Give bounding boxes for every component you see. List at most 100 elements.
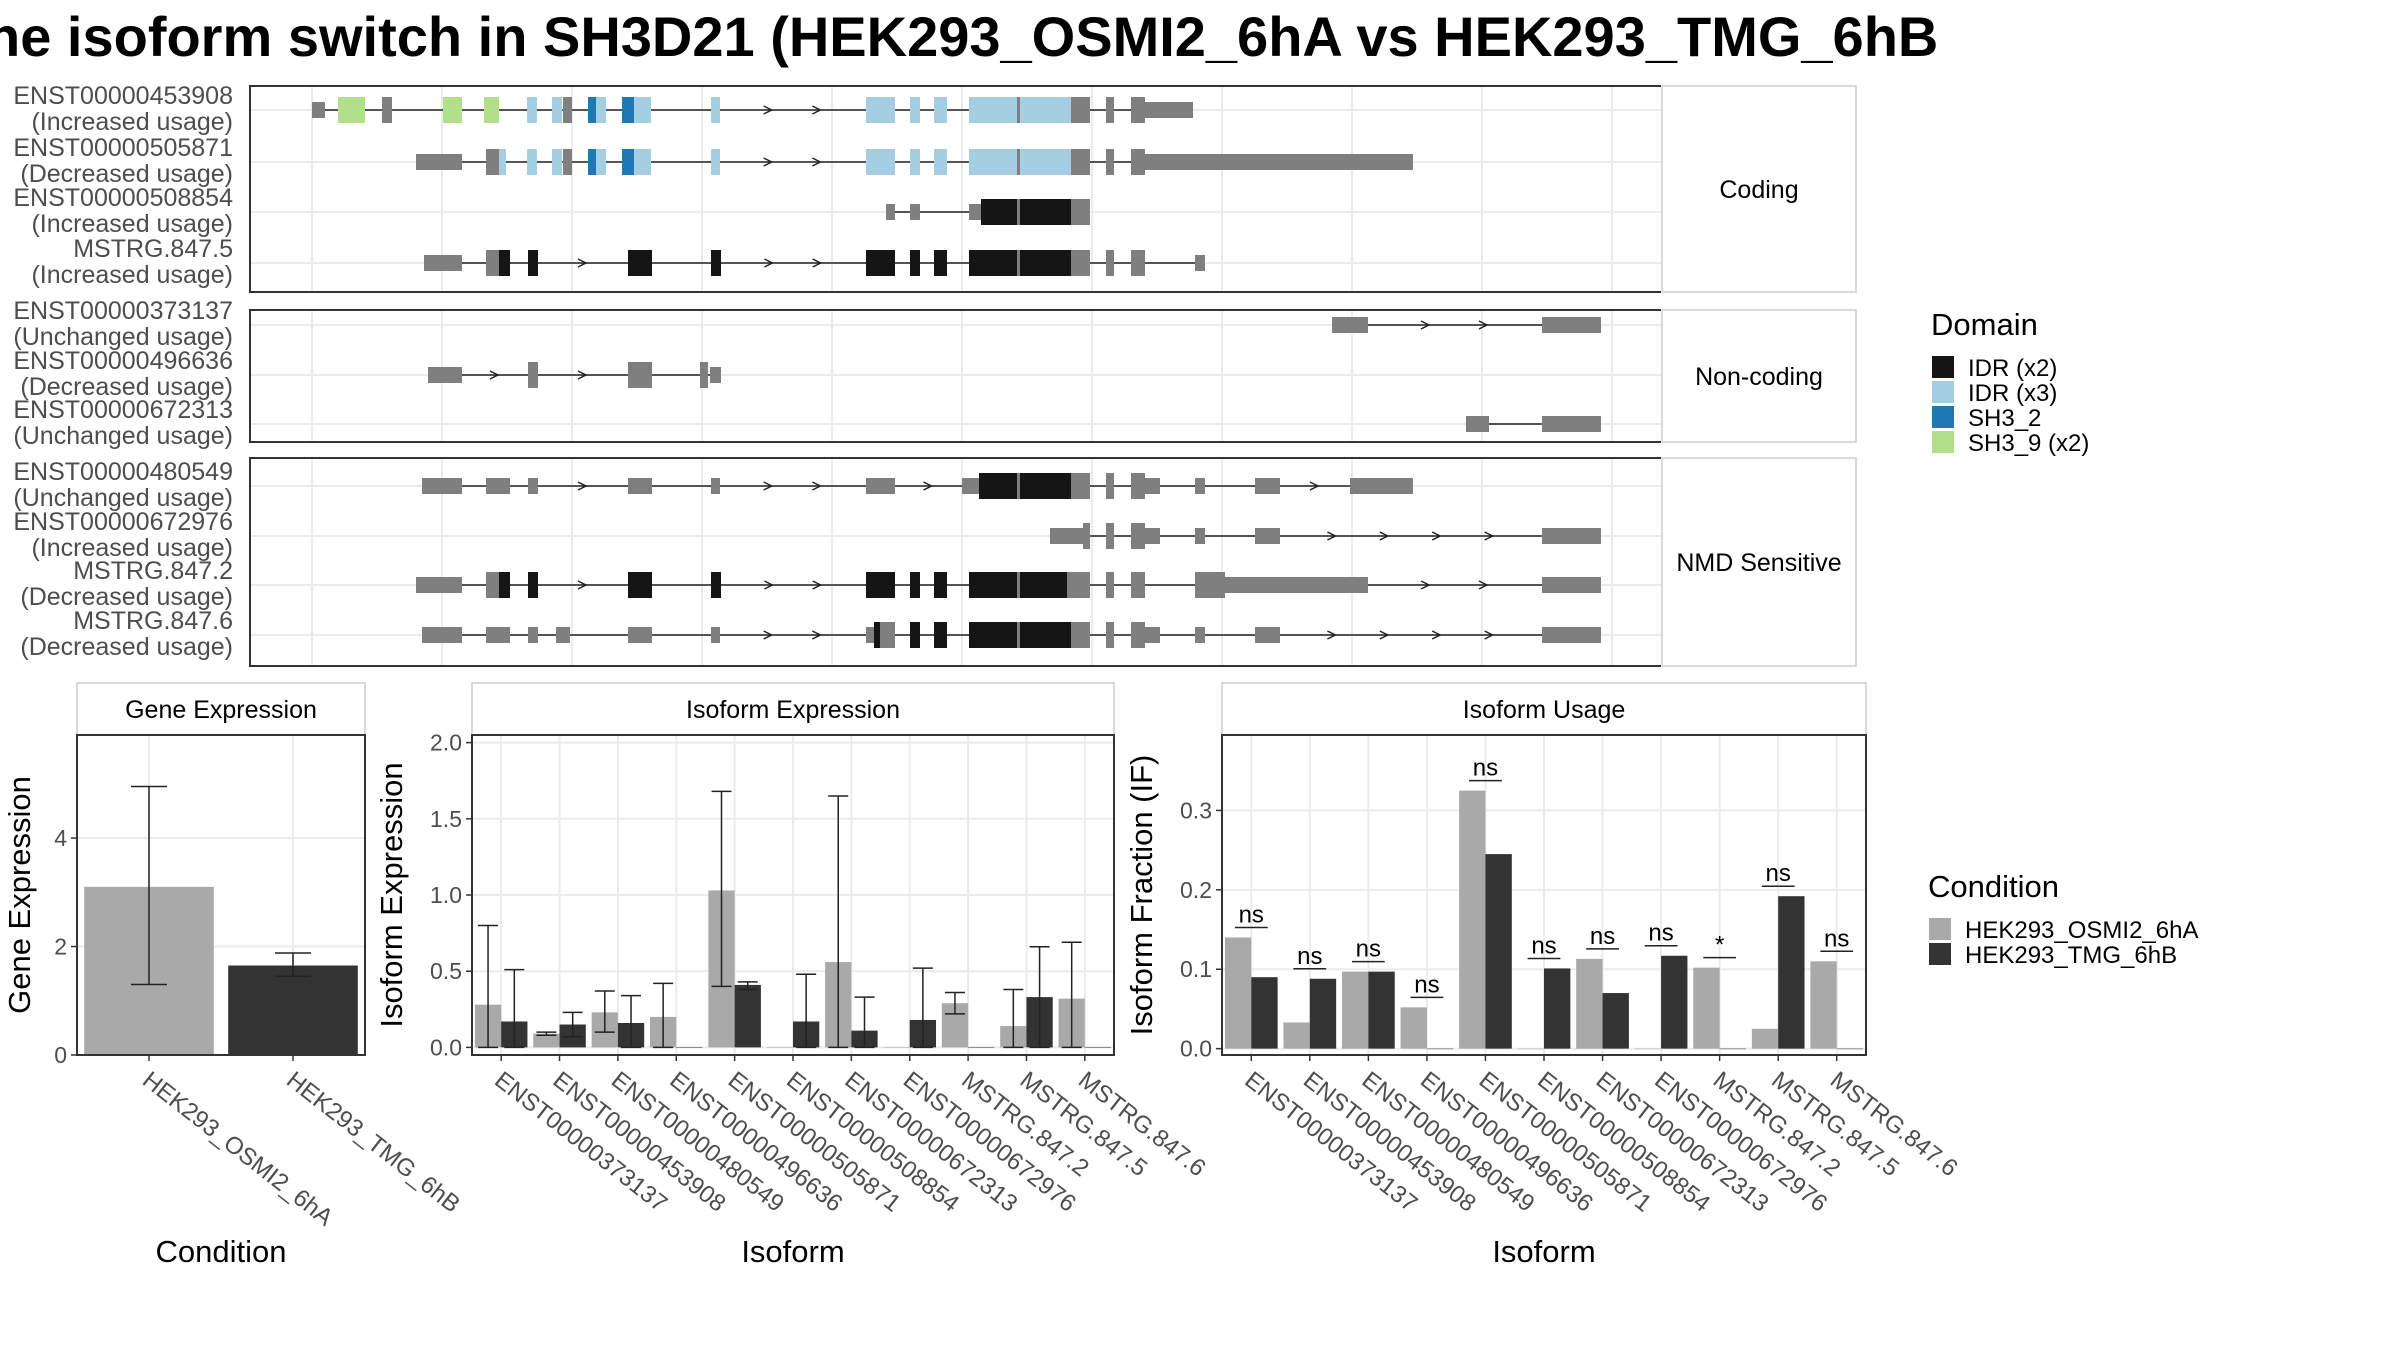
- exon-cds: [910, 622, 920, 648]
- y-tick-label: 0.3: [1180, 797, 1212, 823]
- bar: [1836, 1048, 1864, 1050]
- intron-arrow: [763, 580, 775, 590]
- transcript-id: ENST00000672313: [13, 396, 233, 424]
- exon-cds: [1017, 97, 1020, 123]
- condition-legend-label: HEK293_TMG_6hB: [1965, 942, 2177, 969]
- transcript-status: (Unchanged usage): [13, 422, 233, 450]
- exon-utr: [1542, 577, 1601, 593]
- intron-arrow: [1420, 320, 1431, 330]
- exon-utr: [1350, 478, 1413, 494]
- exon-cds: [563, 149, 572, 175]
- exon-utr: [1145, 154, 1413, 170]
- y-tick-label: 0.0: [430, 1034, 462, 1060]
- exon-cds: [552, 149, 562, 175]
- exon-utr: [1466, 416, 1489, 432]
- y-tick-label: 2.0: [430, 730, 462, 756]
- exon-utr: [556, 627, 570, 643]
- exon-cds: [528, 572, 538, 598]
- exon-utr: [1225, 577, 1368, 593]
- exon-utr: [1542, 627, 1601, 643]
- intron-arrow: [1327, 531, 1338, 541]
- exon-cds: [1017, 199, 1020, 225]
- significance-label: ns: [1356, 936, 1381, 963]
- bar: [1224, 937, 1252, 1049]
- exon-utr: [1332, 317, 1368, 333]
- domain-legend-key: [1932, 381, 1954, 403]
- intron-arrow: [763, 105, 774, 115]
- bar: [1778, 896, 1805, 1049]
- exon-utr: [1542, 416, 1601, 432]
- exon-cds: [910, 97, 920, 123]
- bar: [676, 1047, 703, 1048]
- exon-cds: [1071, 473, 1090, 499]
- bar: [1602, 993, 1629, 1049]
- bar: [1459, 790, 1486, 1049]
- exon-cds: [628, 250, 652, 276]
- y-axis-title: Isoform Fraction (IF): [1124, 755, 1159, 1036]
- panel-title: Isoform Usage: [1463, 696, 1626, 724]
- bar: [968, 1047, 995, 1048]
- exon-cds: [1131, 622, 1145, 648]
- exon-utr: [486, 478, 510, 494]
- exon-utr: [1145, 102, 1193, 118]
- exon-cds: [1017, 473, 1020, 499]
- panel-title: Gene Expression: [125, 696, 317, 724]
- y-tick-label: 1.5: [430, 806, 462, 832]
- condition-legend-title: Condition: [1928, 869, 2059, 904]
- significance-label: ns: [1531, 932, 1556, 959]
- exon-cds: [934, 97, 947, 123]
- bar: [1084, 1047, 1112, 1048]
- exon-cds: [934, 622, 947, 648]
- facet-strip: [1661, 85, 1857, 293]
- transcript-id: ENST00000453908: [13, 82, 233, 110]
- exon-utr: [628, 627, 652, 643]
- transcript-id: ENST00000505871: [13, 134, 233, 162]
- bar: [1485, 854, 1512, 1049]
- bar: [1309, 978, 1337, 1049]
- significance-label: ns: [1766, 860, 1791, 887]
- exon-cds: [934, 572, 947, 598]
- bar: [883, 1047, 910, 1048]
- intron-arrow: [811, 481, 823, 491]
- exon-cds: [700, 362, 708, 388]
- exon-cds: [1020, 622, 1071, 648]
- y-axis-title: Gene Expression: [2, 776, 37, 1014]
- exon-cds: [1020, 572, 1067, 598]
- intron-arrow: [577, 370, 588, 380]
- y-tick-label: 0.5: [430, 958, 462, 984]
- exon-cds: [1106, 149, 1114, 175]
- exon-cds: [910, 250, 920, 276]
- intron-arrow: [1478, 580, 1489, 590]
- exon-utr: [969, 204, 981, 220]
- bar: [1719, 1048, 1746, 1050]
- exon-cds: [486, 149, 499, 175]
- panel-title-strip: [76, 682, 366, 736]
- exon-cds: [596, 97, 606, 123]
- exon-cds: [934, 250, 947, 276]
- x-axis-title: Isoform: [1492, 1234, 1595, 1269]
- exon-cds: [528, 250, 538, 276]
- exon-cds: [1071, 622, 1090, 648]
- intron-arrow: [1478, 320, 1489, 330]
- exon-cds: [1083, 523, 1090, 549]
- domain-legend-title: Domain: [1931, 307, 2038, 342]
- page-title: he isoform switch in SH3D21 (HEK293_OSMI…: [0, 5, 1939, 68]
- exon-cds: [969, 149, 1017, 175]
- exon-cds: [711, 572, 721, 598]
- exon-cds: [1071, 97, 1090, 123]
- exon-cds: [499, 149, 506, 175]
- bar: [766, 1047, 793, 1048]
- transcript-status: (Decreased usage): [20, 633, 233, 661]
- intron-arrow: [812, 258, 823, 268]
- exon-cds: [1020, 97, 1071, 123]
- exon-cds: [1106, 523, 1114, 549]
- intron-arrow: [1484, 630, 1495, 640]
- exon-cds: [969, 622, 1017, 648]
- exon-cds: [552, 97, 562, 123]
- exon-cds: [1067, 572, 1090, 598]
- exon-cds: [528, 362, 538, 388]
- y-axis-title: Isoform Expression: [374, 762, 409, 1027]
- exon-utr: [711, 627, 720, 643]
- domain-legend-key: [1932, 356, 1954, 378]
- exon-cds: [628, 362, 652, 388]
